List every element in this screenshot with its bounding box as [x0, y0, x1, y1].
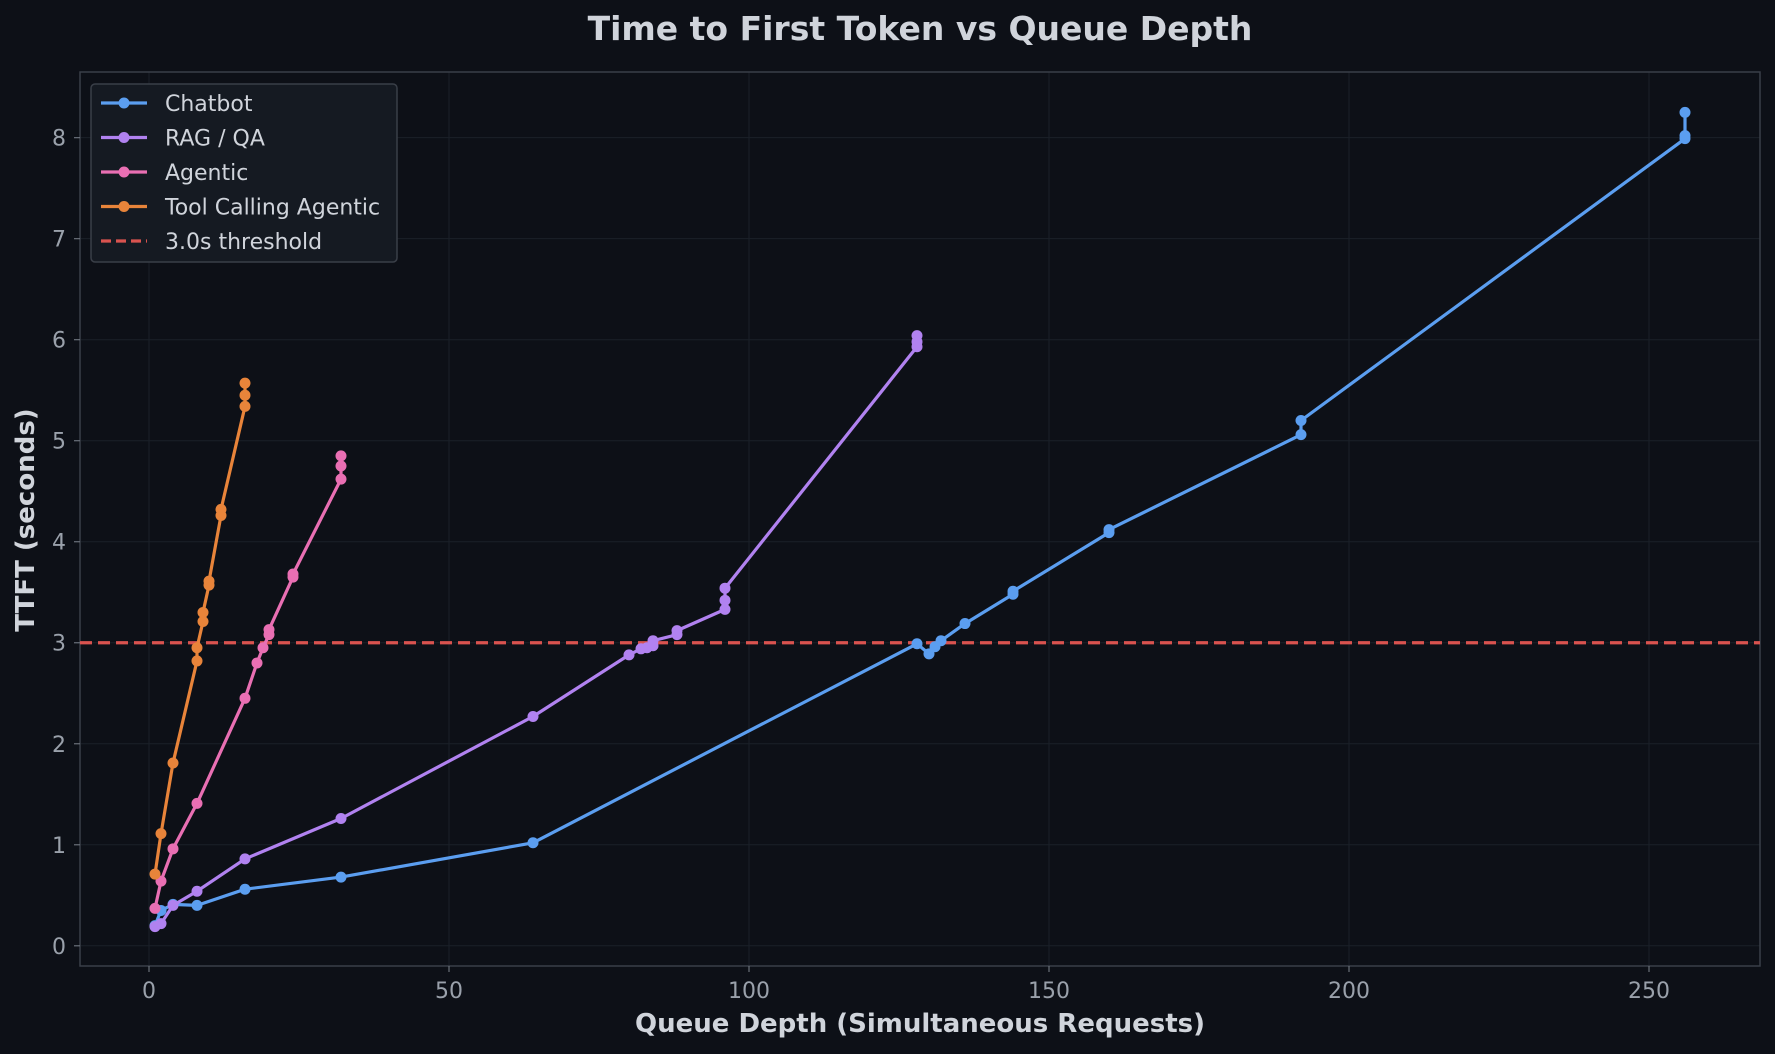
data-point — [197, 606, 209, 618]
data-point — [335, 450, 347, 462]
y-tick-label: 4 — [52, 531, 66, 556]
y-axis-label: TTFT (seconds) — [11, 408, 41, 631]
axis-ticks: 0 50 100 150 200 250 0 1 2 3 4 5 6 7 8 — [52, 127, 1670, 1004]
data-point — [239, 389, 251, 401]
legend-entry-label: RAG / QA — [165, 127, 265, 152]
x-tick-label: 250 — [1628, 979, 1670, 1004]
data-point — [959, 618, 971, 630]
data-point — [263, 624, 275, 636]
y-tick-label: 7 — [52, 228, 66, 253]
data-point — [647, 635, 659, 647]
legend-entry-label: Chatbot — [165, 92, 253, 117]
data-point — [1103, 524, 1115, 536]
data-point — [155, 828, 167, 840]
data-point — [191, 642, 203, 654]
data-point — [335, 473, 347, 485]
data-point — [149, 902, 161, 914]
y-tick-label: 6 — [52, 329, 66, 354]
x-axis-label: Queue Depth (Simultaneous Requests) — [635, 1009, 1205, 1039]
y-tick-label: 8 — [52, 127, 66, 152]
data-point — [527, 837, 539, 849]
data-point — [671, 625, 683, 637]
y-tick-label: 1 — [52, 834, 66, 859]
plot-area-frame — [79, 71, 1761, 967]
series-line — [153, 381, 247, 876]
data-point — [197, 616, 209, 628]
data-point — [719, 603, 731, 615]
data-point — [155, 918, 167, 930]
data-point — [911, 638, 923, 650]
chart-title: Time to First Token vs Queue Depth — [588, 9, 1253, 48]
data-point — [191, 655, 203, 667]
data-point — [239, 692, 251, 704]
series-agentic — [149, 450, 347, 914]
data-point — [215, 503, 227, 515]
legend-entry-label: Tool Calling Agentic — [164, 196, 380, 221]
x-tick-label: 200 — [1328, 979, 1370, 1004]
data-point — [287, 568, 299, 580]
data-point — [257, 642, 269, 654]
data-point — [251, 657, 263, 669]
data-point — [623, 649, 635, 661]
legend-swatch-marker — [118, 166, 130, 178]
data-point — [335, 460, 347, 472]
data-point — [239, 377, 251, 389]
data-point — [167, 899, 179, 911]
data-point — [719, 582, 731, 594]
data-point — [1295, 415, 1307, 427]
x-tick-label: 0 — [142, 979, 156, 1004]
data-point — [203, 575, 215, 587]
y-tick-label: 0 — [52, 935, 66, 960]
data-point — [719, 594, 731, 606]
legend-box — [90, 83, 398, 263]
data-point — [911, 330, 923, 342]
data-point — [1007, 585, 1019, 597]
data-point — [239, 400, 251, 412]
legend-swatch-marker — [118, 97, 130, 109]
y-tick-label: 3 — [52, 632, 66, 657]
legend-entry-label: Agentic — [165, 161, 248, 186]
data-point — [191, 899, 203, 911]
y-tick-label: 2 — [52, 733, 66, 758]
data-point — [935, 635, 947, 647]
series-rag-qa — [149, 330, 923, 933]
data-point — [167, 757, 179, 769]
legend-swatch-marker — [118, 201, 130, 212]
data-point — [149, 868, 161, 880]
x-tick-label: 100 — [728, 979, 770, 1004]
data-point — [239, 853, 251, 865]
data-point — [335, 871, 347, 883]
data-point — [191, 797, 203, 809]
data-point — [167, 843, 179, 855]
data-point — [239, 883, 251, 895]
legend: Chatbot RAG / QA Agentic Tool Calling Agent… — [90, 83, 398, 263]
series-layer — [149, 106, 1691, 933]
series-tool-calling-agentic — [149, 377, 251, 880]
data-point — [1295, 429, 1307, 441]
x-tick-label: 50 — [435, 979, 463, 1004]
data-point — [1679, 130, 1691, 142]
data-point — [527, 710, 539, 722]
data-point — [191, 885, 203, 897]
data-point — [1679, 106, 1691, 118]
y-tick-label: 5 — [52, 430, 66, 455]
data-point — [335, 813, 347, 825]
series-line — [153, 454, 343, 911]
x-tick-label: 150 — [1028, 979, 1070, 1004]
legend-entry-label: 3.0s threshold — [165, 230, 322, 255]
legend-swatch-marker — [118, 132, 130, 143]
